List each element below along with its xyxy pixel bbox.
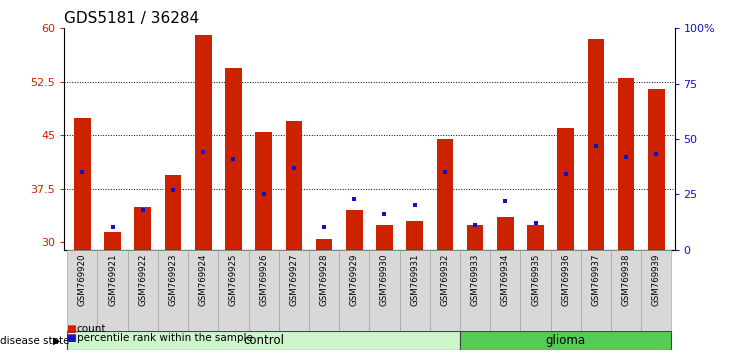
- Bar: [134, 207, 151, 250]
- Text: percentile rank within the sample: percentile rank within the sample: [77, 333, 253, 343]
- Text: count: count: [77, 324, 106, 333]
- Text: GSM769920: GSM769920: [78, 254, 87, 306]
- Text: GSM769923: GSM769923: [169, 254, 177, 306]
- Text: GSM769927: GSM769927: [289, 254, 299, 306]
- Bar: [581, 250, 611, 333]
- Bar: [316, 239, 332, 250]
- Bar: [248, 250, 279, 333]
- Bar: [407, 221, 423, 250]
- Text: GSM769929: GSM769929: [350, 254, 358, 306]
- Bar: [188, 250, 218, 333]
- Text: ▶: ▶: [53, 336, 61, 346]
- Text: GSM769922: GSM769922: [138, 254, 147, 306]
- Text: GDS5181 / 36284: GDS5181 / 36284: [64, 11, 199, 25]
- Text: GSM769939: GSM769939: [652, 254, 661, 306]
- Text: GSM769928: GSM769928: [320, 254, 328, 306]
- Bar: [67, 331, 460, 350]
- Text: GSM769937: GSM769937: [591, 254, 601, 306]
- Bar: [611, 250, 641, 333]
- Text: GSM769934: GSM769934: [501, 254, 510, 306]
- Text: ■: ■: [66, 324, 75, 333]
- Bar: [558, 128, 574, 250]
- Bar: [218, 250, 248, 333]
- Text: GSM769926: GSM769926: [259, 254, 268, 306]
- Text: GSM769935: GSM769935: [531, 254, 540, 306]
- Text: GSM769936: GSM769936: [561, 254, 570, 306]
- Text: GSM769932: GSM769932: [440, 254, 450, 306]
- Text: glioma: glioma: [546, 334, 585, 347]
- Bar: [588, 39, 604, 250]
- Bar: [339, 250, 369, 333]
- Bar: [158, 250, 188, 333]
- Text: GSM769925: GSM769925: [229, 254, 238, 306]
- Text: GSM769921: GSM769921: [108, 254, 117, 306]
- Text: GSM769924: GSM769924: [199, 254, 208, 306]
- Bar: [466, 224, 483, 250]
- Bar: [527, 224, 544, 250]
- Text: GSM769938: GSM769938: [622, 254, 631, 306]
- Bar: [285, 121, 302, 250]
- Text: GSM769930: GSM769930: [380, 254, 389, 306]
- Bar: [430, 250, 460, 333]
- Bar: [104, 232, 121, 250]
- Text: GSM769933: GSM769933: [471, 254, 480, 306]
- Bar: [74, 118, 91, 250]
- Text: ■: ■: [66, 333, 75, 343]
- Bar: [346, 210, 363, 250]
- Bar: [437, 139, 453, 250]
- Bar: [225, 68, 242, 250]
- Bar: [550, 250, 581, 333]
- Bar: [165, 175, 181, 250]
- Bar: [399, 250, 430, 333]
- Bar: [641, 250, 672, 333]
- Bar: [520, 250, 550, 333]
- Bar: [618, 78, 634, 250]
- Bar: [460, 331, 672, 350]
- Bar: [255, 132, 272, 250]
- Bar: [309, 250, 339, 333]
- Text: control: control: [243, 334, 284, 347]
- Bar: [195, 35, 212, 250]
- Bar: [376, 224, 393, 250]
- Text: disease state: disease state: [0, 336, 69, 346]
- Bar: [128, 250, 158, 333]
- Bar: [67, 250, 98, 333]
- Bar: [648, 89, 665, 250]
- Bar: [497, 217, 514, 250]
- Bar: [491, 250, 520, 333]
- Bar: [369, 250, 399, 333]
- Text: GSM769931: GSM769931: [410, 254, 419, 306]
- Bar: [98, 250, 128, 333]
- Bar: [460, 250, 491, 333]
- Bar: [279, 250, 309, 333]
